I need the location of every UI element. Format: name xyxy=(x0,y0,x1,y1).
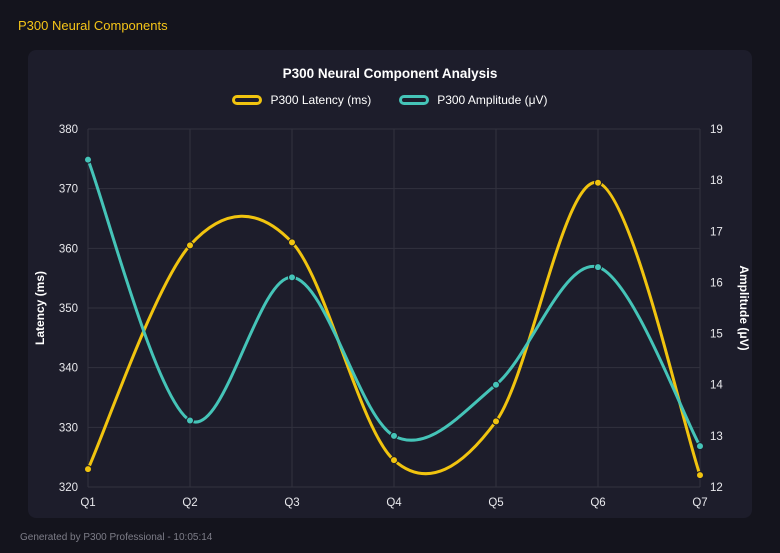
svg-text:17: 17 xyxy=(710,226,723,238)
svg-text:19: 19 xyxy=(710,124,723,136)
app-title: P300 Neural Components xyxy=(18,18,168,33)
svg-text:340: 340 xyxy=(59,363,78,375)
svg-text:13: 13 xyxy=(710,431,723,443)
svg-text:Q3: Q3 xyxy=(284,497,299,509)
svg-text:370: 370 xyxy=(59,184,78,196)
chart-canvas: Q1 Q2 Q3 Q4 Q5 Q6 Q7 320 330 340 350 360 370 380 12 13 1… xyxy=(33,124,751,509)
amplitude-line-swatch xyxy=(399,95,430,105)
legend-label-amplitude: P300 Amplitude (μV) xyxy=(437,93,548,107)
svg-text:Amplitude (μV): Amplitude (μV) xyxy=(737,265,751,350)
svg-text:14: 14 xyxy=(710,380,723,392)
svg-text:350: 350 xyxy=(59,303,78,315)
svg-text:360: 360 xyxy=(59,243,78,255)
svg-text:Q1: Q1 xyxy=(80,497,95,509)
svg-text:18: 18 xyxy=(710,175,723,187)
svg-text:Q5: Q5 xyxy=(488,497,503,509)
line-chart: Q1 Q2 Q3 Q4 Q5 Q6 Q7 320 330 340 350 360 370 380 12 13 1… xyxy=(28,111,752,513)
chart-panel: P300 Neural Component Analysis P300 Late… xyxy=(28,50,752,518)
svg-text:Latency (ms): Latency (ms) xyxy=(33,271,47,345)
svg-text:Q6: Q6 xyxy=(590,497,605,509)
legend-item-amplitude[interactable]: P300 Amplitude (μV) xyxy=(399,93,548,107)
svg-text:16: 16 xyxy=(710,277,723,289)
svg-text:Q4: Q4 xyxy=(386,497,402,509)
svg-text:380: 380 xyxy=(59,124,78,136)
chart-title: P300 Neural Component Analysis xyxy=(282,66,498,81)
footer-status: Generated by P300 Professional - 10:05:1… xyxy=(20,532,213,543)
legend-label-latency: P300 Latency (ms) xyxy=(270,93,372,107)
svg-text:320: 320 xyxy=(59,482,78,494)
latency-line-swatch xyxy=(232,95,263,105)
legend-item-latency[interactable]: P300 Latency (ms) xyxy=(232,93,371,107)
svg-text:12: 12 xyxy=(710,482,723,494)
svg-text:330: 330 xyxy=(59,422,78,434)
svg-text:Q7: Q7 xyxy=(692,497,707,509)
svg-text:Q2: Q2 xyxy=(182,497,197,509)
chart-legend: P300 Latency (ms) P300 Amplitude (μV) xyxy=(232,93,548,107)
svg-text:15: 15 xyxy=(710,329,723,341)
